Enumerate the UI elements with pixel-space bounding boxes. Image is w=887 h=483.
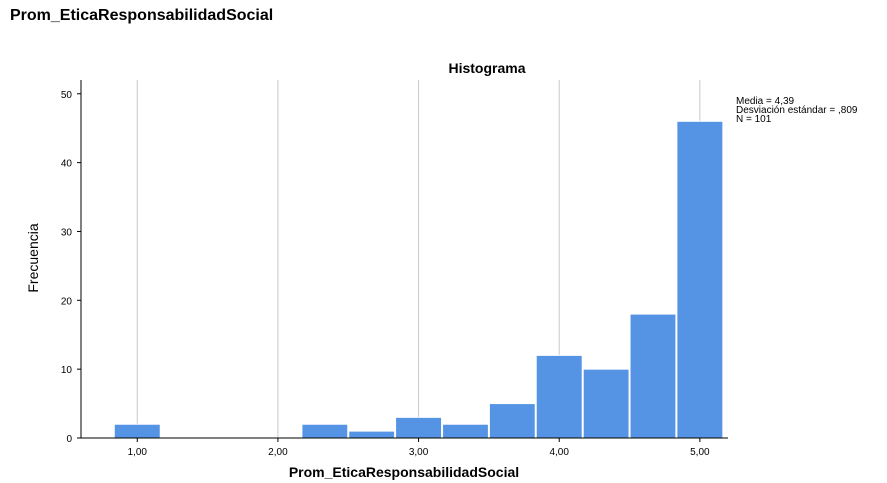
axes: 0 10 20 30 40 50 1,00 2,00 3,00 4,00 5,00 bbox=[61, 80, 728, 458]
y-tick-label-3: 30 bbox=[61, 227, 73, 238]
stat-std-dev: Desviación estándar = ,809 bbox=[736, 105, 858, 116]
stat-n: N = 101 bbox=[736, 114, 772, 125]
histogram-bar-6 bbox=[535, 354, 583, 439]
histogram-bar-3 bbox=[395, 416, 443, 439]
y-tick-label-2: 20 bbox=[61, 296, 73, 307]
page-heading: Prom_EticaResponsabilidadSocial bbox=[10, 7, 274, 24]
bars bbox=[113, 120, 724, 439]
x-axis-label: Prom_EticaResponsabilidadSocial bbox=[289, 464, 519, 480]
y-tick-label-4: 40 bbox=[61, 159, 73, 170]
histogram-bar-4 bbox=[442, 423, 489, 439]
y-tick-label-1: 10 bbox=[61, 365, 73, 376]
x-tick-label-1: 2,00 bbox=[268, 447, 288, 458]
x-tick-label-2: 3,00 bbox=[409, 447, 429, 458]
histogram-bar-1 bbox=[301, 423, 349, 439]
histogram-bar-9 bbox=[676, 120, 724, 439]
histogram-bar-0 bbox=[113, 423, 161, 439]
x-tick-label-3: 4,00 bbox=[549, 447, 569, 458]
statistics-box: Media = 4,39 Desviación estándar = ,809 … bbox=[736, 96, 858, 125]
x-tick-label-4: 5,00 bbox=[690, 447, 710, 458]
y-axis-label: Frecuencia bbox=[25, 223, 41, 292]
chart-title: Histograma bbox=[448, 60, 525, 76]
histogram-bar-5 bbox=[488, 403, 536, 439]
histogram-bar-2 bbox=[348, 430, 396, 439]
x-tick-label-0: 1,00 bbox=[128, 447, 148, 458]
y-tick-label-0: 0 bbox=[66, 434, 72, 445]
stat-mean: Media = 4,39 bbox=[736, 96, 795, 107]
histogram-bar-8 bbox=[629, 313, 677, 439]
y-tick-label-5: 50 bbox=[61, 90, 73, 101]
histogram-bar-7 bbox=[582, 368, 630, 439]
